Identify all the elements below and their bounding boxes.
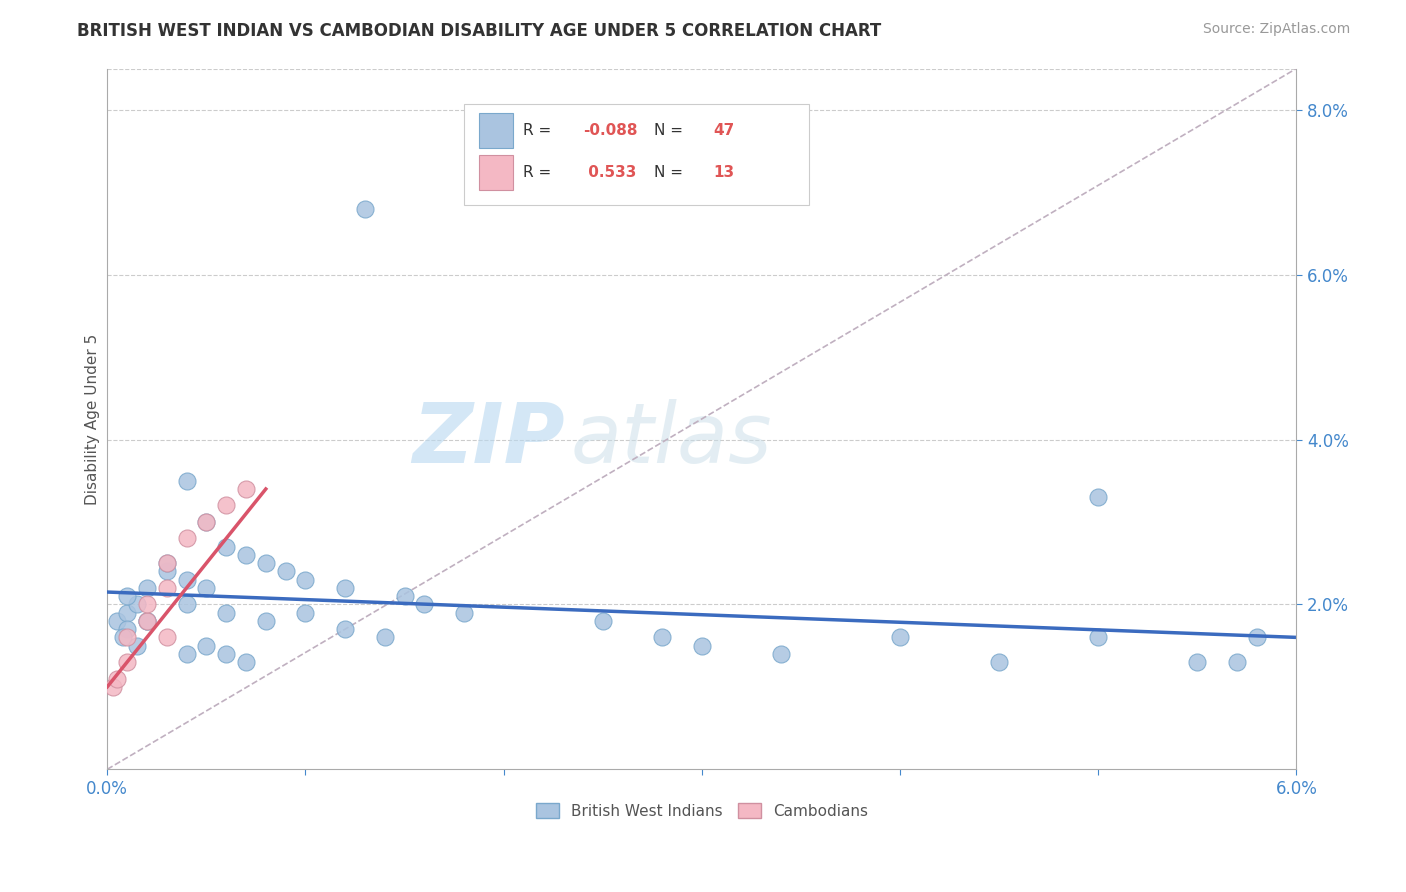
Point: [254, 556, 277, 570]
Point: [374, 631, 396, 645]
Point: [453, 606, 475, 620]
Text: BRITISH WEST INDIAN VS CAMBODIAN DISABILITY AGE UNDER 5 CORRELATION CHART: BRITISH WEST INDIAN VS CAMBODIAN DISABIL…: [77, 22, 882, 40]
Point: [105, 614, 128, 628]
Point: [176, 474, 198, 488]
Point: [112, 631, 135, 645]
Point: [1246, 631, 1268, 645]
Point: [176, 573, 198, 587]
Point: [125, 639, 148, 653]
Point: [333, 622, 356, 636]
Point: [115, 606, 138, 620]
Text: ZIP: ZIP: [412, 400, 565, 481]
Point: [105, 672, 128, 686]
Point: [215, 499, 238, 513]
Point: [333, 581, 356, 595]
Y-axis label: Disability Age Under 5: Disability Age Under 5: [86, 334, 100, 505]
FancyBboxPatch shape: [479, 112, 513, 148]
Point: [115, 655, 138, 669]
Point: [156, 565, 179, 579]
Point: [156, 631, 179, 645]
Point: [215, 606, 238, 620]
Point: [294, 573, 316, 587]
Point: [135, 614, 157, 628]
Point: [354, 202, 377, 216]
Point: [156, 556, 179, 570]
Point: [195, 515, 218, 529]
Point: [889, 631, 911, 645]
Text: -0.088: -0.088: [583, 123, 637, 137]
Point: [135, 614, 157, 628]
Text: 13: 13: [714, 165, 735, 179]
Text: R =: R =: [523, 123, 557, 137]
Point: [235, 548, 257, 562]
Point: [135, 614, 157, 628]
Point: [176, 598, 198, 612]
Text: N =: N =: [654, 123, 688, 137]
Point: [690, 639, 713, 653]
Legend: British West Indians, Cambodians: British West Indians, Cambodians: [530, 797, 875, 825]
Text: 0.533: 0.533: [583, 165, 637, 179]
Text: atlas: atlas: [571, 400, 773, 481]
Point: [1087, 631, 1109, 645]
Point: [988, 655, 1011, 669]
Point: [135, 581, 157, 595]
Point: [294, 606, 316, 620]
Point: [1187, 655, 1209, 669]
Point: [413, 598, 436, 612]
Point: [274, 565, 297, 579]
Point: [195, 581, 218, 595]
Point: [770, 647, 793, 661]
Point: [156, 556, 179, 570]
Point: [135, 598, 157, 612]
Point: [651, 631, 673, 645]
Text: N =: N =: [654, 165, 688, 179]
Point: [115, 622, 138, 636]
FancyBboxPatch shape: [464, 103, 808, 205]
Point: [156, 581, 179, 595]
Point: [254, 614, 277, 628]
Point: [1226, 655, 1249, 669]
Point: [176, 532, 198, 546]
Point: [103, 680, 125, 694]
Point: [125, 598, 148, 612]
Text: R =: R =: [523, 165, 557, 179]
Text: Source: ZipAtlas.com: Source: ZipAtlas.com: [1202, 22, 1350, 37]
Point: [394, 589, 416, 603]
FancyBboxPatch shape: [479, 154, 513, 190]
Point: [235, 482, 257, 496]
Point: [115, 589, 138, 603]
Point: [195, 515, 218, 529]
Point: [176, 647, 198, 661]
Point: [115, 631, 138, 645]
Point: [1087, 490, 1109, 504]
Point: [215, 647, 238, 661]
Point: [215, 540, 238, 554]
Point: [592, 614, 614, 628]
Point: [195, 639, 218, 653]
Point: [235, 655, 257, 669]
Text: 47: 47: [714, 123, 735, 137]
